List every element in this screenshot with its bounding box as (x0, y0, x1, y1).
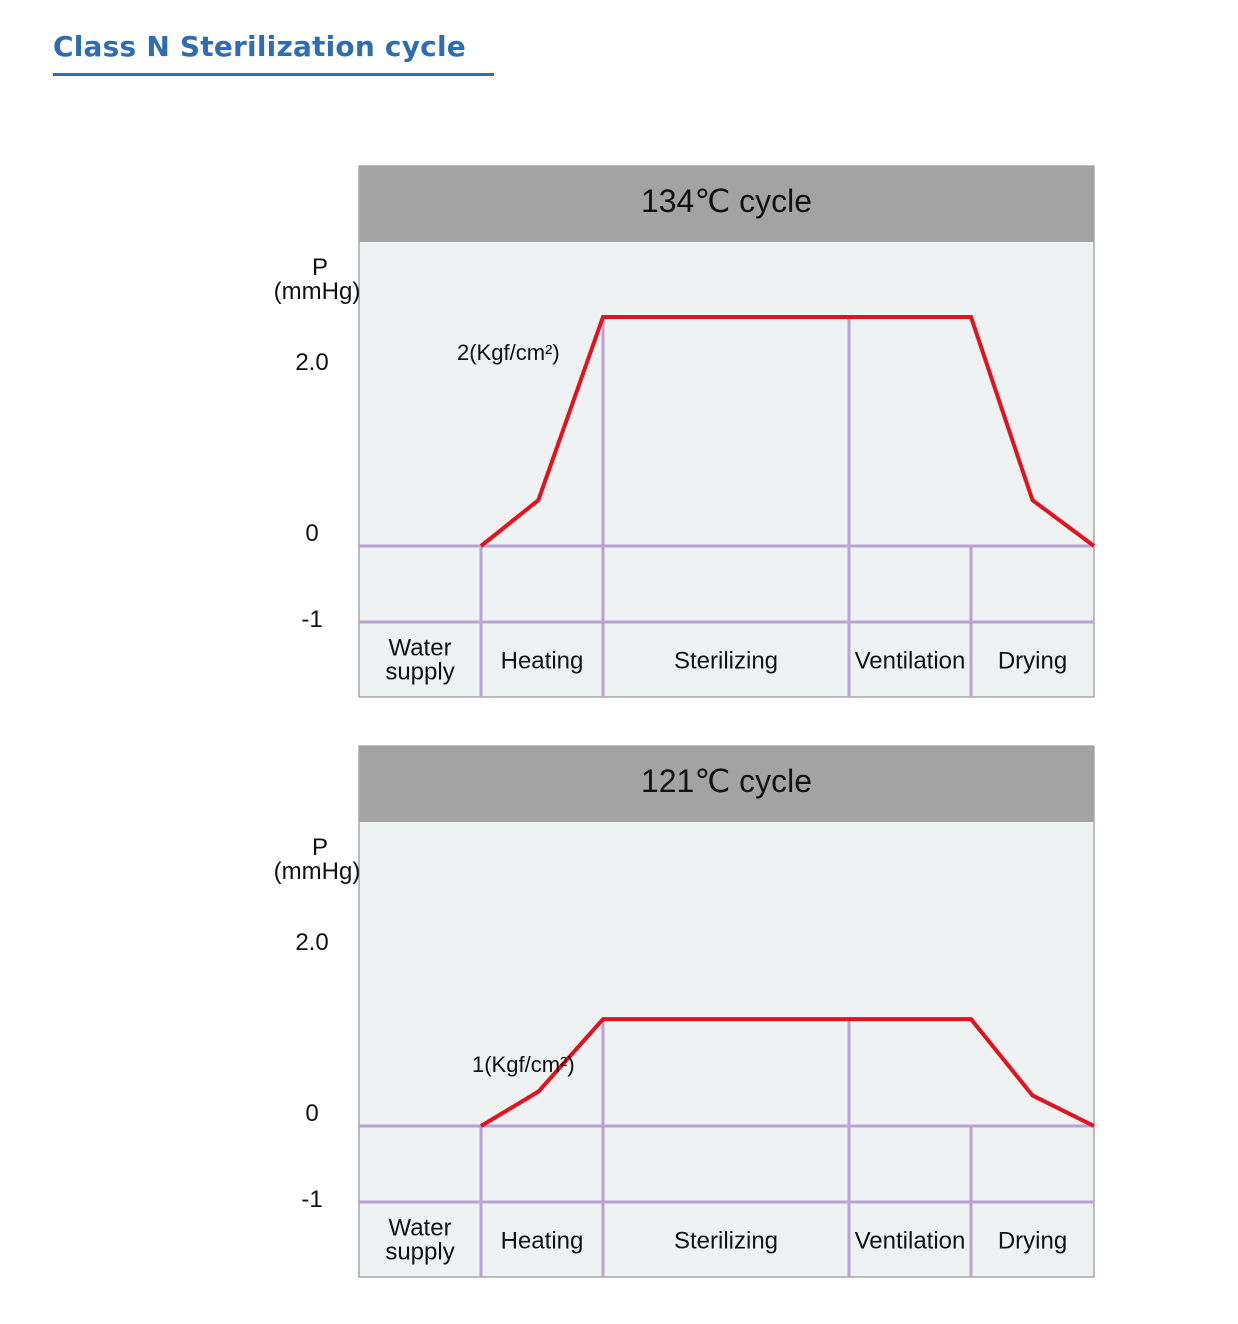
title-underline (53, 73, 494, 76)
y-tick-label: 0 (305, 1100, 318, 1127)
y-tick-label: 2.0 (295, 929, 328, 956)
y-axis-symbol: P (312, 834, 328, 861)
phase-label: Heating (501, 1228, 584, 1255)
page-title: Class N Sterilization cycle (53, 30, 466, 63)
phase-label: Drying (998, 648, 1067, 675)
y-tick-label: -1 (301, 606, 322, 633)
y-axis-unit: (mmHg) (274, 858, 361, 885)
plot-panel (358, 745, 1095, 1278)
y-axis-symbol: P (312, 254, 328, 281)
y-axis-unit: (mmHg) (274, 278, 361, 305)
panel-header (359, 746, 1094, 822)
y-tick-label: 2.0 (295, 349, 328, 376)
phase-label: Heating (501, 648, 584, 675)
panel-header (359, 166, 1094, 242)
phase-label: Drying (998, 1228, 1067, 1255)
panel-title: 134℃ cycle (641, 183, 812, 219)
y-tick-label: 0 (305, 520, 318, 547)
phase-label: Ventilation (855, 648, 966, 675)
phase-label: Water supply (385, 635, 454, 686)
plot-panel (358, 165, 1095, 698)
pressure-annotation: 1(Kgf/cm²) (472, 1052, 575, 1077)
pressure-annotation: 2(Kgf/cm²) (457, 340, 560, 365)
phase-label: Water supply (385, 1215, 454, 1266)
phase-label: Sterilizing (674, 648, 778, 675)
phase-label: Sterilizing (674, 1228, 778, 1255)
y-tick-label: -1 (301, 1186, 322, 1213)
chart-134-cycle: 134℃ cycle Water supply Heating Sterilizing V… (240, 145, 1120, 705)
pressure-curve (479, 315, 1096, 548)
phase-label: Ventilation (855, 1228, 966, 1255)
chart-121-cycle: 121℃ cycle Water supply Heating Sterilizing V… (240, 725, 1120, 1285)
panel-title: 121℃ cycle (641, 763, 812, 799)
pressure-curve (479, 1017, 1095, 1128)
